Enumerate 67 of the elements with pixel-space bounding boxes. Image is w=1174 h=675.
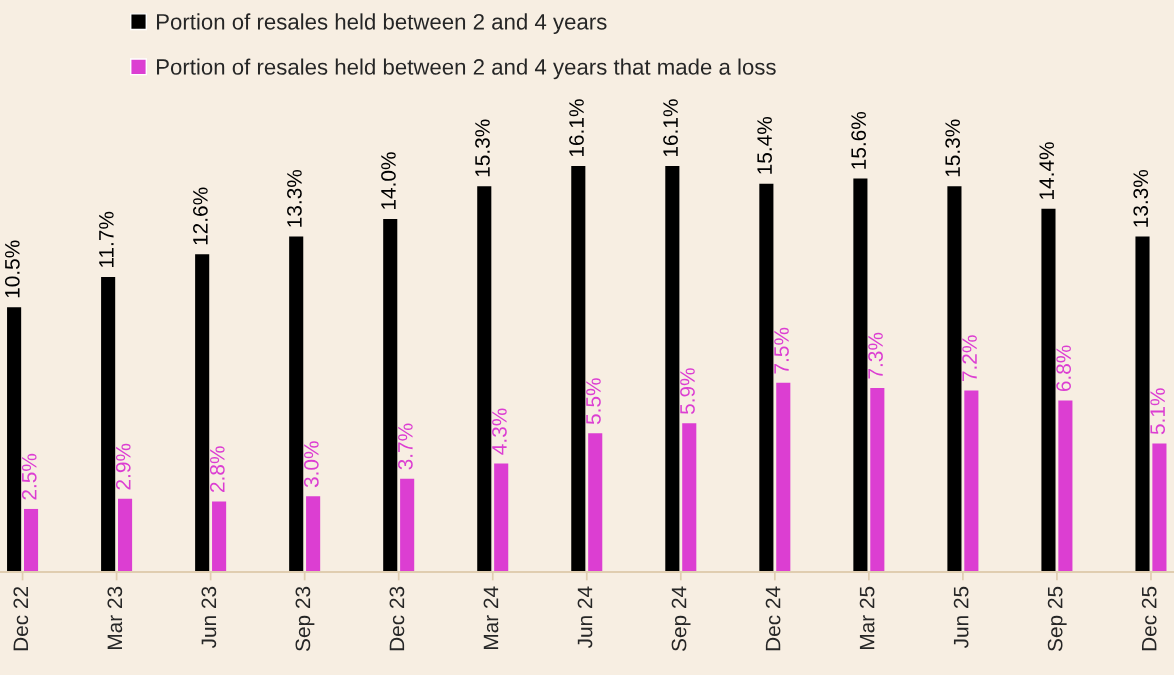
data-label: 13.3% xyxy=(1133,169,1149,227)
data-label: 16.1% xyxy=(569,99,584,157)
legend-label: Portion of resales held between 2 and 4 years that made a loss xyxy=(157,58,776,80)
x-tick-label: Dec 25 xyxy=(1141,586,1157,651)
bar xyxy=(306,496,321,572)
x-tick-label: Sep 25 xyxy=(1047,586,1067,651)
data-label: 4.3% xyxy=(492,408,507,455)
bar xyxy=(289,236,304,572)
bar xyxy=(400,478,415,572)
data-label: 7.5% xyxy=(774,327,789,374)
bar xyxy=(1058,400,1073,572)
bar xyxy=(571,165,586,572)
data-label: 13.3% xyxy=(287,169,302,227)
bar xyxy=(212,501,227,572)
data-label: 3.0% xyxy=(303,441,319,488)
bar xyxy=(947,186,962,572)
data-label: 15.3% xyxy=(945,119,961,177)
data-label: 5.1% xyxy=(1150,388,1166,435)
x-tick-label: Jun 25 xyxy=(953,586,969,649)
bar xyxy=(383,218,398,572)
bar xyxy=(588,433,603,572)
data-label: 7.2% xyxy=(962,335,977,382)
data-label: 2.8% xyxy=(209,446,225,492)
data-label: 7.3% xyxy=(868,332,883,379)
data-label: 14.0% xyxy=(381,152,396,210)
bar xyxy=(23,508,39,572)
data-label: 14.4% xyxy=(1039,142,1054,199)
bar xyxy=(776,382,791,572)
data-label: 6.8% xyxy=(1056,345,1071,392)
bar xyxy=(870,387,885,572)
x-tick-label: Mar 23 xyxy=(107,586,123,650)
bar xyxy=(1152,443,1167,572)
bar xyxy=(964,390,979,572)
data-label: 3.7% xyxy=(398,423,413,470)
data-label: 15.6% xyxy=(851,111,866,169)
data-label: 15.3% xyxy=(475,119,490,177)
x-tick-label: Mar 24 xyxy=(483,586,499,650)
bar xyxy=(477,186,492,572)
x-tick-label: Jun 24 xyxy=(577,586,593,649)
x-tick-label: Dec 22 xyxy=(13,586,29,651)
bar xyxy=(195,254,210,572)
bar xyxy=(1041,208,1056,572)
data-label: 10.5% xyxy=(4,240,20,298)
data-label: 11.7% xyxy=(99,211,114,268)
bar xyxy=(118,498,133,572)
data-label: 2.9% xyxy=(115,443,131,490)
data-label: 5.5% xyxy=(586,378,601,425)
bar xyxy=(682,423,697,572)
bar xyxy=(1135,236,1150,572)
x-tick-label: Dec 23 xyxy=(389,586,405,651)
bar xyxy=(494,463,509,572)
x-tick-label: Sep 24 xyxy=(671,586,691,651)
x-tick-label: Mar 25 xyxy=(859,586,875,650)
data-label: 16.1% xyxy=(663,99,678,157)
bar xyxy=(853,178,868,572)
data-label: 15.4% xyxy=(757,116,772,174)
legend-label: Portion of resales held between 2 and 4 years xyxy=(157,13,607,35)
x-tick-label: Jun 23 xyxy=(201,586,217,649)
data-label: 2.5% xyxy=(21,453,37,500)
x-tick-label: Sep 23 xyxy=(295,586,315,651)
data-label: 12.6% xyxy=(193,187,208,245)
bar xyxy=(101,276,116,572)
bar xyxy=(759,183,774,572)
x-tick-label: Dec 24 xyxy=(765,586,781,651)
bar xyxy=(7,307,22,572)
bar xyxy=(665,165,680,572)
data-label: 5.9% xyxy=(680,368,695,415)
